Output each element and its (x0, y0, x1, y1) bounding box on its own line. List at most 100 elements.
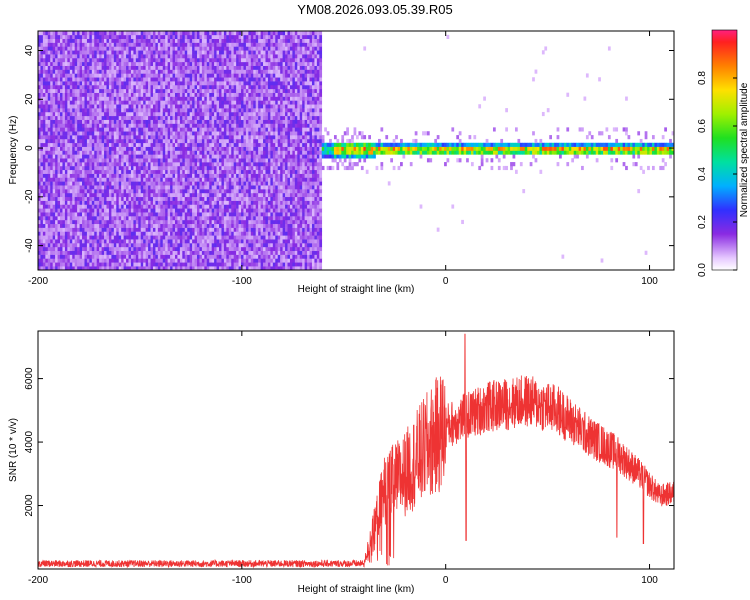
heatmap-cell (52, 119, 56, 124)
heatmap-cell (192, 104, 195, 109)
heatmap-cell (47, 169, 51, 174)
heatmap-cell (69, 262, 73, 267)
heatmap-cell (130, 208, 134, 213)
heatmap-cell (130, 138, 134, 144)
heatmap-cell (55, 254, 58, 259)
heatmap-cell (219, 165, 222, 171)
heatmap-cell (52, 231, 56, 236)
heatmap-cell (135, 34, 139, 39)
heatmap-cell (128, 115, 132, 120)
heatmap-cell (170, 235, 173, 240)
heatmap-cell (162, 239, 166, 244)
heatmap-cell (160, 61, 164, 66)
heatmap-cell (101, 258, 105, 263)
heatmap-cell (206, 250, 210, 255)
heatmap-cell (133, 223, 137, 228)
heatmap-cell (133, 142, 137, 147)
heatmap-cell (177, 231, 181, 236)
heatmap-cell (145, 135, 149, 140)
heatmap-cell (84, 239, 88, 244)
heatmap-cell (201, 162, 205, 167)
heatmap-cell (62, 135, 66, 140)
heatmap-cell (84, 131, 88, 136)
heatmap-cell (52, 185, 56, 190)
heatmap-cell (194, 192, 198, 198)
heatmap-cell (96, 154, 100, 159)
heatmap-cell (135, 204, 139, 209)
heatmap-cell (101, 111, 105, 117)
heatmap-cell (157, 34, 161, 39)
heatmap-cell (106, 100, 110, 105)
heatmap-cell (86, 189, 90, 194)
heatmap-cell (209, 216, 212, 221)
heatmap-cell (226, 246, 230, 252)
heatmap-cell (226, 185, 230, 190)
heatmap-cell (126, 239, 129, 244)
heatmap-cell (91, 81, 95, 86)
heatmap-cell (47, 189, 51, 194)
heatmap-cell (60, 46, 63, 51)
heatmap-cell (96, 131, 100, 136)
heatmap-cell (106, 165, 110, 171)
heatmap-cell (189, 96, 193, 101)
heatmap-cell (174, 119, 178, 124)
heatmap-cell (182, 212, 186, 217)
heatmap-cell (72, 73, 75, 78)
heatmap-cell (128, 204, 132, 209)
heatmap-cell (45, 138, 49, 144)
heatmap-cell (101, 231, 105, 236)
heatmap-cell (69, 246, 73, 252)
heatmap-cell (189, 46, 193, 51)
heatmap-cell (143, 131, 146, 136)
heatmap-cell (231, 100, 234, 105)
heatmap-cell (38, 88, 41, 93)
heatmap-cell (165, 235, 168, 240)
heatmap-cell (111, 185, 115, 190)
heatmap-cell (214, 150, 217, 155)
heatmap-cell (216, 208, 220, 213)
heatmap-cell (143, 104, 146, 109)
heatmap-cell (42, 243, 46, 248)
heatmap-cell (187, 108, 190, 113)
heatmap-cell (38, 50, 41, 55)
heatmap-cell (228, 162, 232, 167)
heatmap-cell (91, 38, 95, 43)
heatmap-cell (228, 212, 232, 217)
heatmap-cell (187, 46, 190, 51)
heatmap-cell (152, 200, 156, 205)
heatmap-cell (182, 219, 186, 225)
heatmap-cell (38, 96, 41, 101)
heatmap-cell (197, 100, 200, 105)
heatmap-cell (206, 38, 210, 43)
heatmap-cell (118, 50, 122, 55)
heatmap-cell (74, 185, 78, 190)
heatmap-cell (60, 204, 63, 209)
heatmap-cell (57, 208, 61, 213)
heatmap-cell (94, 77, 98, 82)
heatmap-cell (170, 111, 173, 117)
heatmap-cell (179, 192, 183, 198)
heatmap-cell (177, 258, 181, 263)
heatmap-cell (162, 34, 166, 39)
heatmap-cell (155, 204, 159, 209)
heatmap-cell (165, 150, 168, 155)
heatmap-cell (162, 250, 166, 255)
heatmap-cell (91, 146, 95, 151)
heatmap-cell (221, 165, 225, 171)
heatmap-cell (228, 92, 232, 97)
heatmap-cell (47, 158, 51, 163)
heatmap-cell (216, 192, 220, 198)
heatmap-cell (211, 227, 215, 232)
heatmap-cell (199, 142, 203, 147)
heatmap-cell (50, 69, 53, 74)
heatmap-cell (209, 246, 212, 252)
heatmap-cell (121, 181, 124, 186)
heatmap-cell (123, 69, 127, 74)
heatmap-cell (130, 146, 134, 151)
heatmap-cell (42, 165, 46, 171)
heatmap-cell (140, 50, 144, 55)
heatmap-cell (155, 154, 159, 159)
heatmap-cell (64, 216, 68, 221)
heatmap-cell (209, 208, 212, 213)
heatmap-cell (155, 57, 159, 63)
